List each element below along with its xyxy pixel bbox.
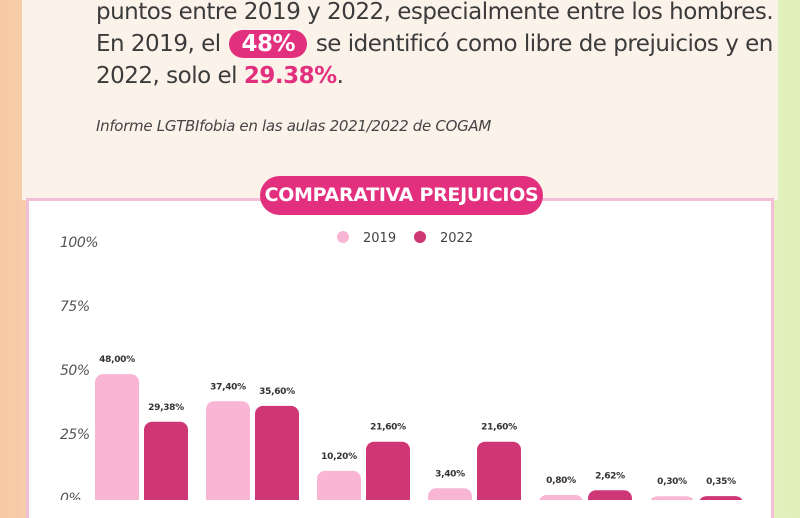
data-label-2022: 2,62% <box>595 471 625 481</box>
bar-2022 <box>699 496 743 500</box>
data-label-2022: 29,38% <box>148 403 184 413</box>
highlight-48-badge: 48% <box>229 30 307 58</box>
y-tick-label: 25% <box>60 427 90 443</box>
data-label-2019: 0,30% <box>657 477 687 487</box>
intro-line-2-end: se identificó como libre de prejuicios y… <box>315 31 774 57</box>
legend-swatch-2019 <box>337 231 349 243</box>
data-label-2019: 37,40% <box>210 382 246 392</box>
intro-text: puntos entre 2019 y 2022, especialmente … <box>96 0 774 92</box>
intro-line-3-end: . <box>336 63 344 89</box>
bar-2019 <box>317 470 361 500</box>
bar-2022 <box>144 421 188 500</box>
data-label-2022: 21,60% <box>481 423 517 433</box>
data-label-2019: 0,80% <box>546 476 576 486</box>
intro-panel <box>22 0 778 200</box>
intro-line-2-start: En 2019, el <box>96 31 221 57</box>
y-tick-label: 100% <box>60 235 98 251</box>
bar-chart: 0% 25% 50% 75% 100% 2019 2022 48,00% 37,40% 10,20… <box>60 231 743 500</box>
data-label-2022: 0,35% <box>706 477 736 487</box>
intro-line-3-start: 2022, solo el <box>96 63 238 89</box>
chart-title: COMPARATIVA PREJUICIOS <box>260 176 543 215</box>
bar-2022 <box>477 441 521 500</box>
y-tick-label: 50% <box>60 363 90 379</box>
highlight-2938: 29.38% <box>243 63 337 89</box>
data-label-2019: 10,20% <box>321 452 357 462</box>
bar-2022 <box>255 405 299 500</box>
bar-2022 <box>366 441 410 500</box>
legend-label-2022: 2022 <box>440 231 473 246</box>
bar-2019 <box>206 401 250 500</box>
bar-2019 <box>95 374 139 500</box>
intro-line-3: 2022, solo el 29.38%. <box>96 60 746 92</box>
intro-line-2: En 2019, el 48% se identificó como libre… <box>96 28 773 60</box>
intro-line-1: puntos entre 2019 y 2022, especialmente … <box>96 0 774 25</box>
y-tick-label: 75% <box>60 299 90 315</box>
data-label-2019: 3,40% <box>435 469 465 479</box>
bar-2019 <box>539 494 583 500</box>
bar-2019 <box>650 496 694 500</box>
data-label-2022: 21,60% <box>370 423 406 433</box>
data-label-2022: 35,60% <box>259 387 295 397</box>
y-tick-label: 0% <box>60 491 81 500</box>
legend-label-2019: 2019 <box>363 231 396 246</box>
source-citation: Informe LGTBIfobia en las aulas 2021/202… <box>96 117 492 135</box>
data-label-2019: 48,00% <box>99 355 135 365</box>
legend-swatch-2022 <box>414 231 426 243</box>
bar-2019 <box>428 488 472 500</box>
bar-2022 <box>588 490 632 500</box>
